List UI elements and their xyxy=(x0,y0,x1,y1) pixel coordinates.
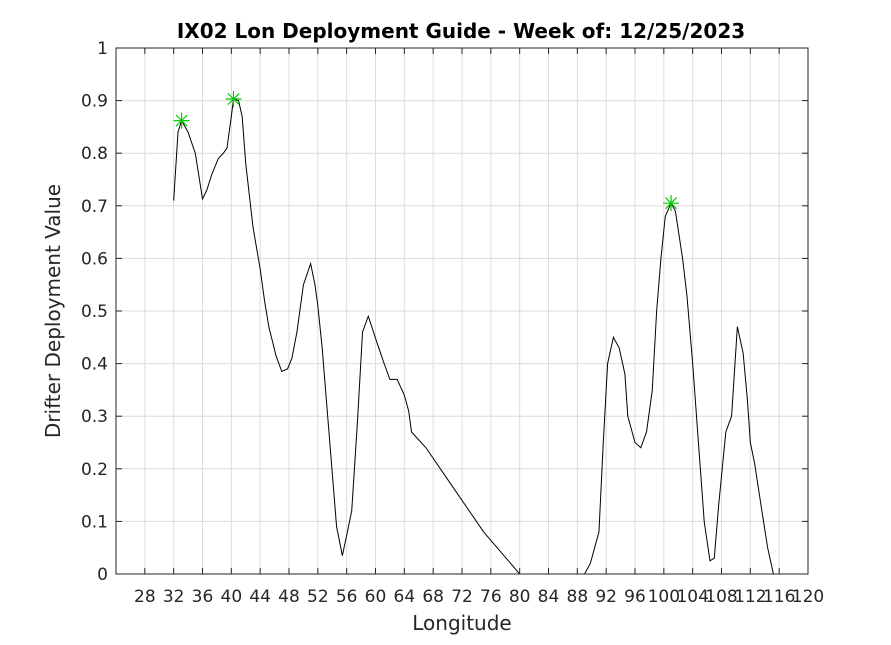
peak-star-marker xyxy=(173,112,190,129)
x-tick-label: 40 xyxy=(221,587,243,607)
y-tick-label: 0.9 xyxy=(81,92,108,112)
x-tick-label: 108 xyxy=(705,587,737,607)
x-tick-label: 64 xyxy=(394,587,416,607)
x-tick-label: 36 xyxy=(192,587,214,607)
y-axis-ticks: 0 0.1 0.2 0.3 0.4 0.5 0.6 0.7 0.8 0.9 1 xyxy=(81,39,809,585)
x-tick-label: 44 xyxy=(249,587,271,607)
y-tick-label: 0.3 xyxy=(81,407,108,427)
x-tick-label: 104 xyxy=(676,587,708,607)
x-tick-label: 92 xyxy=(595,587,617,607)
axes-frame xyxy=(115,47,809,575)
peak-star-marker xyxy=(225,91,242,108)
y-tick-label: 0.1 xyxy=(81,512,108,532)
y-tick-label: 0.6 xyxy=(81,249,108,269)
x-tick-label: 100 xyxy=(648,587,680,607)
y-axis-label: Drifter Deployment Value xyxy=(41,184,65,438)
y-tick-label: 0.7 xyxy=(81,197,108,217)
y-tick-label: 0.2 xyxy=(81,460,108,480)
x-tick-label: 112 xyxy=(734,587,766,607)
x-tick-label: 60 xyxy=(365,587,387,607)
x-tick-label: 48 xyxy=(278,587,300,607)
x-tick-label: 120 xyxy=(792,587,824,607)
x-tick-label: 76 xyxy=(480,587,502,607)
peak-star-marker xyxy=(663,195,680,212)
x-tick-label: 56 xyxy=(336,587,358,607)
chart-title: IX02 Lon Deployment Guide - Week of: 12/… xyxy=(177,19,745,43)
x-tick-label: 68 xyxy=(422,587,444,607)
y-tick-label: 1 xyxy=(97,39,108,59)
x-tick-label: 32 xyxy=(163,587,185,607)
x-tick-label: 84 xyxy=(538,587,560,607)
x-tick-label: 80 xyxy=(509,587,531,607)
x-tick-label: 96 xyxy=(624,587,646,607)
y-tick-label: 0.4 xyxy=(81,355,108,375)
y-tick-label: 0 xyxy=(97,565,108,585)
x-tick-label: 52 xyxy=(307,587,329,607)
data-series-group xyxy=(173,98,780,575)
y-tick-label: 0.8 xyxy=(81,144,108,164)
x-axis-label: Longitude xyxy=(412,611,511,635)
peak-markers xyxy=(173,91,680,212)
x-tick-label: 88 xyxy=(567,587,589,607)
data-series-line xyxy=(173,98,780,575)
y-tick-label: 0.5 xyxy=(81,302,108,322)
x-tick-label: 116 xyxy=(763,587,795,607)
x-tick-label: 72 xyxy=(451,587,473,607)
x-tick-label: 28 xyxy=(134,587,156,607)
